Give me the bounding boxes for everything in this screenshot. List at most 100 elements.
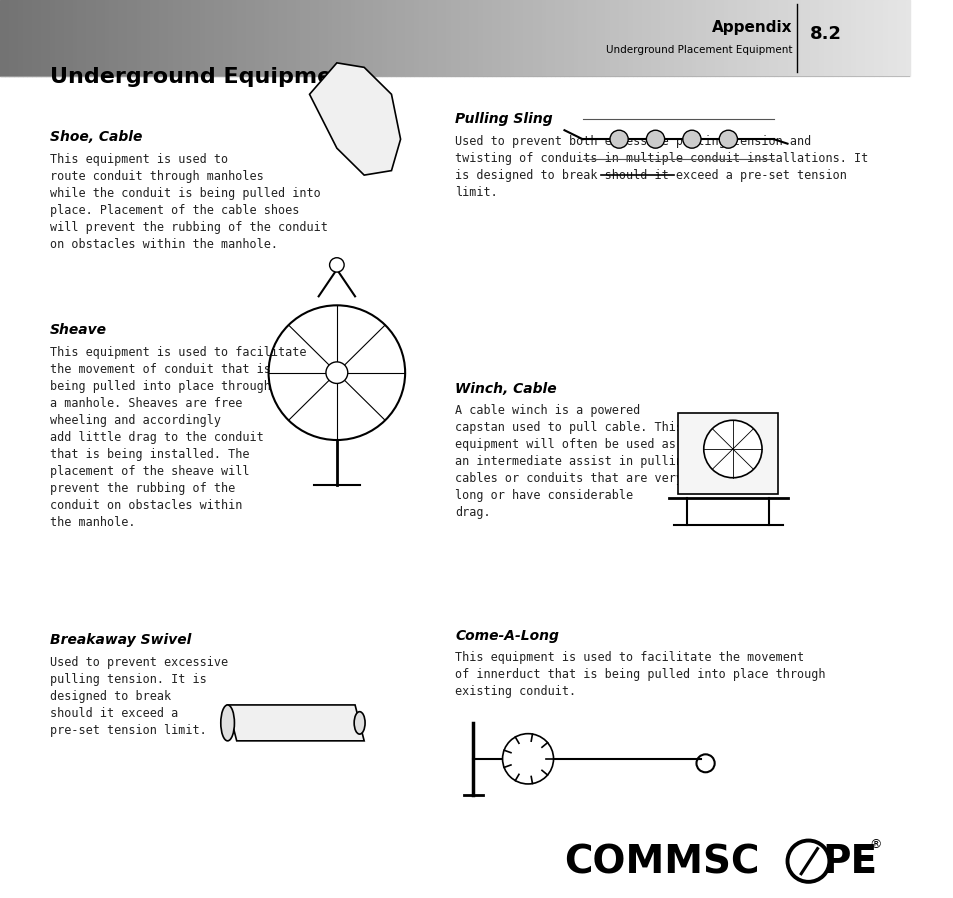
Bar: [477, 0, 482, 76]
Bar: [154, 0, 159, 76]
Bar: [678, 413, 778, 494]
Bar: [673, 0, 678, 76]
Bar: [809, 0, 814, 76]
Bar: [891, 0, 896, 76]
Bar: [382, 0, 387, 76]
Bar: [264, 0, 269, 76]
Text: Shoe, Cable: Shoe, Cable: [50, 130, 142, 145]
Bar: [177, 0, 182, 76]
Bar: [509, 0, 514, 76]
Bar: [896, 0, 901, 76]
Bar: [786, 0, 791, 76]
Bar: [105, 0, 110, 76]
Bar: [191, 0, 195, 76]
Text: Used to prevent excessive
pulling tension. It is
designed to break
should it exc: Used to prevent excessive pulling tensio…: [50, 656, 228, 736]
Bar: [455, 0, 459, 76]
Bar: [464, 0, 468, 76]
Bar: [187, 0, 191, 76]
Bar: [727, 0, 732, 76]
Bar: [141, 0, 146, 76]
Bar: [441, 0, 446, 76]
Bar: [150, 0, 154, 76]
Bar: [246, 0, 250, 76]
Bar: [505, 0, 509, 76]
Bar: [95, 0, 100, 76]
Bar: [36, 0, 41, 76]
Bar: [273, 0, 277, 76]
Bar: [555, 0, 559, 76]
Ellipse shape: [220, 705, 234, 741]
Bar: [450, 0, 455, 76]
Circle shape: [326, 362, 348, 383]
Polygon shape: [228, 705, 364, 741]
Bar: [200, 0, 205, 76]
Bar: [819, 0, 823, 76]
Text: Appendix: Appendix: [711, 20, 791, 35]
Bar: [573, 0, 578, 76]
Text: 8.2: 8.2: [809, 24, 841, 43]
Bar: [236, 0, 241, 76]
Polygon shape: [309, 63, 400, 175]
Bar: [336, 0, 341, 76]
Circle shape: [786, 841, 828, 882]
Bar: [778, 0, 782, 76]
Bar: [72, 0, 77, 76]
Text: PE: PE: [821, 843, 877, 881]
Bar: [50, 0, 54, 76]
Bar: [596, 0, 600, 76]
Bar: [13, 0, 18, 76]
Bar: [723, 0, 727, 76]
Bar: [87, 0, 91, 76]
Bar: [578, 0, 582, 76]
Bar: [0, 0, 5, 76]
Bar: [209, 0, 213, 76]
Bar: [559, 0, 564, 76]
Bar: [195, 0, 200, 76]
Bar: [873, 0, 878, 76]
Bar: [537, 0, 541, 76]
Bar: [850, 0, 855, 76]
Bar: [627, 0, 632, 76]
Bar: [428, 0, 432, 76]
Text: Underground Placement Equipment: Underground Placement Equipment: [605, 45, 791, 55]
Circle shape: [719, 130, 737, 148]
Bar: [159, 0, 164, 76]
Bar: [387, 0, 391, 76]
Text: ®: ®: [868, 839, 881, 851]
Bar: [528, 0, 532, 76]
Bar: [564, 0, 568, 76]
Bar: [232, 0, 236, 76]
Bar: [882, 0, 886, 76]
Bar: [514, 0, 518, 76]
Bar: [841, 0, 846, 76]
Bar: [182, 0, 187, 76]
Bar: [691, 0, 696, 76]
Bar: [269, 0, 273, 76]
Bar: [591, 0, 596, 76]
Bar: [846, 0, 850, 76]
Bar: [5, 0, 10, 76]
Bar: [18, 0, 23, 76]
Text: Sheave: Sheave: [50, 323, 107, 338]
Bar: [295, 0, 300, 76]
Bar: [568, 0, 573, 76]
Bar: [432, 0, 436, 76]
Bar: [118, 0, 123, 76]
Bar: [359, 0, 364, 76]
Bar: [837, 0, 841, 76]
Bar: [582, 0, 587, 76]
Bar: [901, 0, 905, 76]
Bar: [172, 0, 177, 76]
Bar: [796, 0, 801, 76]
Bar: [768, 0, 773, 76]
Bar: [409, 0, 414, 76]
Bar: [69, 0, 72, 76]
Bar: [864, 0, 868, 76]
Bar: [650, 0, 655, 76]
Circle shape: [682, 130, 700, 148]
Bar: [614, 0, 618, 76]
Bar: [905, 0, 909, 76]
Text: Breakaway Swivel: Breakaway Swivel: [50, 633, 192, 647]
Bar: [332, 0, 336, 76]
Bar: [291, 0, 295, 76]
